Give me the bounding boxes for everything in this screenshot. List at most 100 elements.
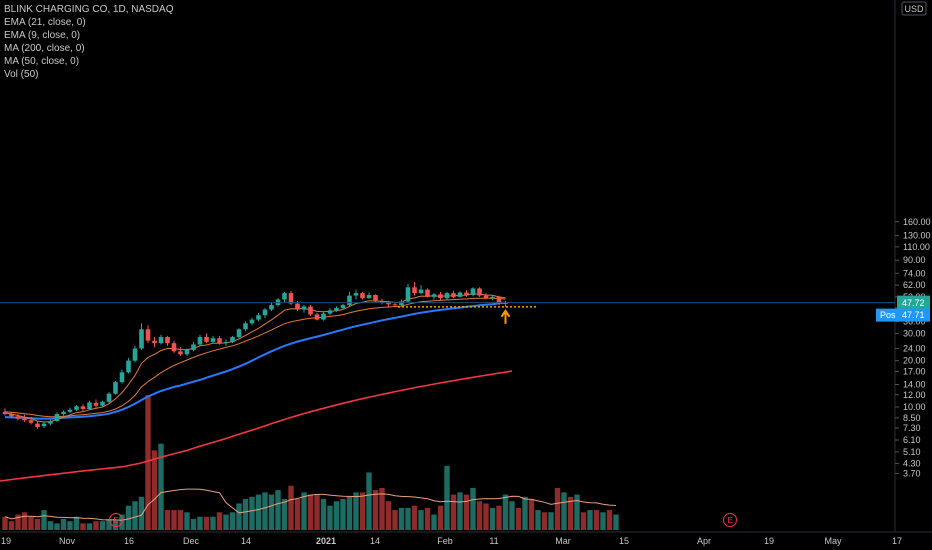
volume-bar [535,510,541,530]
volume-bar [463,494,470,530]
earnings-marker-label: E [113,516,118,525]
candle-body [308,306,313,315]
candle-body [165,337,170,344]
ma50-line [4,301,506,420]
x-tick-label: 19 [764,536,774,546]
candle-body [340,305,346,309]
indicator-ema9[interactable]: EMA (9, close, 0) [4,30,81,41]
candle-body [139,329,144,349]
position-tag[interactable] [876,308,930,322]
candle-body [503,302,508,304]
volume-bar [450,494,457,530]
volume-bar [554,487,561,530]
position-price: 47.71 [902,310,925,320]
volume-bar [112,518,119,530]
volume-bar [216,512,223,530]
earnings-marker-icon[interactable] [723,513,737,527]
volume-bars [2,395,619,530]
indicator-volume[interactable]: Vol (50) [4,69,39,80]
volume-bar [294,499,301,530]
candle-body [444,293,450,299]
earnings-marker-icon[interactable] [109,513,123,527]
indicator-lines [0,293,513,482]
candle-body [171,343,177,352]
price-axis[interactable]: 160.00130.00110.0090.0074.0062.0052.0044… [895,1,931,478]
candle-body [178,351,183,355]
x-tick-label: 15 [619,536,629,546]
volume-bar [164,510,171,530]
volume-bar [158,443,164,530]
volume-bar [327,505,333,530]
volume-bar [398,507,405,530]
volume-bar [431,514,437,530]
x-tick-label: 14 [241,536,251,546]
y-tick-label: 17.00 [903,367,926,377]
volume-bar [522,496,528,530]
indicator-ma200[interactable]: MA (200, close, 0) [4,43,85,54]
volume-bar [444,465,450,530]
candle-body [288,293,294,304]
currency-label: USD [904,4,924,14]
candles [2,281,508,429]
symbol-title: BLINK CHARGING CO, 1D, NASDAQ [4,4,174,15]
ma200-line [0,370,513,482]
last-price-tag [897,295,930,310]
candle-body [67,409,73,412]
volume-bar [314,494,320,530]
volume-bar [483,503,489,530]
x-tick-label: 16 [124,536,134,546]
volume-bar [606,510,613,530]
volume-bar [411,505,418,530]
candle-body [347,295,352,306]
volume-bar [210,516,216,530]
position-label: Pos [880,310,896,320]
candle-body [399,301,404,306]
candle-body [2,411,8,415]
candle-body [217,338,222,344]
candle-body [392,304,398,306]
volume-bar [405,507,411,530]
candle-body [191,344,196,350]
y-tick-label: 6.10 [903,435,921,445]
candle-body [152,340,157,344]
volume-bar [151,450,158,530]
currency-box[interactable] [901,1,927,16]
volume-bar [567,496,574,530]
volume-bar [509,501,515,530]
volume-bar [359,492,366,530]
y-tick-label: 90.00 [903,255,926,265]
volume-bar [2,516,8,530]
time-axis[interactable]: 19 Nov 16 Dec 14 2021 14 Feb 11 Mar 15 Apr 19 May 17 [1,536,902,546]
x-tick-label: 19 [1,536,11,546]
x-tick-label: Nov [59,536,76,546]
volume-bar [125,505,132,530]
volume-bar [99,521,106,530]
volume-bar [249,496,255,530]
volume-bar [580,512,587,530]
indicator-ema21[interactable]: EMA (21, close, 0) [4,17,86,28]
volume-bar [171,510,177,530]
candle-body [360,293,365,299]
volume-bar [548,512,554,530]
indicator-ma50[interactable]: MA (50, close, 0) [4,56,80,67]
candle-body [470,288,476,295]
x-tick-label: 17 [892,536,902,546]
candle-body [28,420,34,423]
volume-bar [353,492,359,530]
candle-body [301,306,307,310]
volume-bar [307,494,314,530]
x-tick-label: Apr [697,536,711,546]
volume-bar [132,501,138,530]
candle-body [353,293,359,296]
volume-bar [60,518,67,530]
candle-body [145,329,151,341]
candle-body [282,293,287,300]
volume-ma-line [4,488,617,521]
candle-body [48,421,53,424]
y-tick-label: 12.00 [903,390,926,400]
x-tick-label: May [824,536,842,546]
volume-bar [613,514,619,530]
candle-body [126,360,131,373]
candle-body [464,292,469,295]
